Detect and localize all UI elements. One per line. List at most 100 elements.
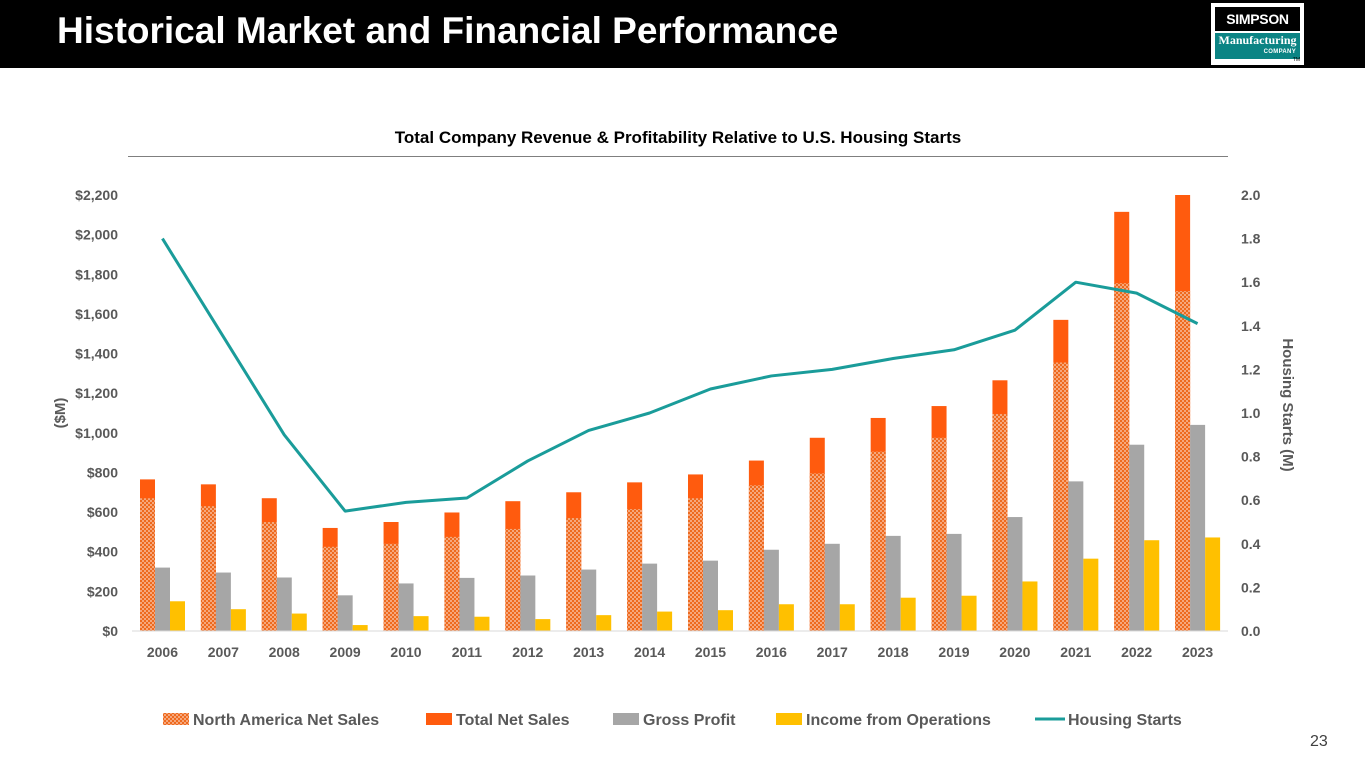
income-ops-bar — [596, 615, 612, 631]
income-ops-bar — [839, 604, 855, 631]
y2-tick-label: 0.8 — [1241, 449, 1261, 465]
y2-tick-label: 0.2 — [1241, 579, 1261, 595]
axes-layer: 2006 2007 2008 2009 2010 2011 2012 2013 2014 2015… — [52, 187, 1296, 660]
page-title: Historical Market and Financial Performa… — [57, 10, 839, 51]
title-divider — [128, 156, 1228, 157]
north-america-bar — [322, 546, 338, 631]
legend-label: Gross Profit — [643, 712, 736, 729]
y-tick-label: $2,200 — [75, 187, 118, 203]
x-tick-label: 2008 — [269, 644, 300, 660]
gross-profit-bar — [946, 533, 962, 631]
legend-label: North America Net Sales — [193, 712, 379, 729]
gross-profit-bar — [763, 549, 779, 631]
gross-profit-bar — [459, 577, 475, 631]
page-number: 23 — [1310, 733, 1328, 750]
income-ops-bar — [778, 604, 794, 631]
x-tick-label: 2006 — [147, 644, 178, 660]
income-ops-bar — [230, 609, 246, 631]
gross-profit-bar — [276, 577, 292, 631]
north-america-bar — [200, 506, 216, 631]
gross-profit-bar — [215, 572, 231, 631]
y-tick-label: $1,200 — [75, 385, 118, 401]
income-ops-bar — [1022, 581, 1038, 631]
legend-swatch — [613, 713, 639, 725]
y2-tick-label: 1.2 — [1241, 361, 1261, 377]
y2-tick-label: 1.0 — [1241, 405, 1261, 421]
gross-profit-bar — [520, 575, 536, 631]
y2-tick-label: 1.6 — [1241, 274, 1261, 290]
y2-axis-title: Housing Starts (M) — [1279, 338, 1296, 471]
income-ops-bar — [1205, 537, 1221, 631]
y-tick-label: $1,600 — [75, 306, 118, 322]
north-america-bar — [1175, 291, 1191, 631]
x-tick-label: 2018 — [878, 644, 909, 660]
y-tick-label: $800 — [87, 464, 118, 480]
legend-swatch — [426, 713, 452, 725]
chart-title: Total Company Revenue & Profitability Re… — [394, 128, 962, 147]
gross-profit-bar — [1068, 481, 1084, 631]
y2-tick-label: 1.8 — [1241, 231, 1261, 247]
gross-profit-bar — [337, 595, 353, 631]
logo-line3: COMPANY — [1263, 49, 1296, 55]
y-tick-label: $1,400 — [75, 346, 118, 362]
north-america-bar — [505, 528, 521, 631]
x-tick-label: 2021 — [1060, 644, 1091, 660]
north-america-bar — [566, 518, 582, 631]
x-tick-label: 2011 — [452, 644, 483, 660]
y-tick-label: $400 — [87, 544, 118, 560]
gross-profit-bar — [642, 563, 658, 631]
x-tick-label: 2010 — [390, 644, 421, 660]
north-america-bar — [748, 485, 764, 631]
x-tick-label: 2023 — [1182, 644, 1213, 660]
gross-profit-bar — [885, 535, 901, 631]
y-tick-label: $600 — [87, 504, 118, 520]
income-ops-bar — [170, 601, 185, 631]
bars-layer — [140, 195, 1221, 631]
income-ops-bar — [291, 613, 307, 631]
x-tick-label: 2019 — [938, 644, 969, 660]
x-tick-label: 2020 — [999, 644, 1030, 660]
north-america-bar — [140, 498, 155, 631]
north-america-bar — [383, 543, 399, 631]
gross-profit-bar — [155, 567, 170, 631]
x-tick-label: 2014 — [634, 644, 665, 660]
legend-label: Total Net Sales — [456, 712, 570, 729]
y-tick-label: $2,000 — [75, 227, 118, 243]
y-tick-label: $1,800 — [75, 266, 118, 282]
gross-profit-bar — [824, 543, 840, 631]
y-tick-label: $1,000 — [75, 425, 118, 441]
income-ops-bar — [961, 595, 977, 631]
logo-trademark: TM — [1292, 57, 1300, 63]
company-logo: SIMPSON Manufacturing COMPANY TM — [1211, 3, 1304, 65]
north-america-bar — [688, 498, 703, 631]
x-tick-label: 2007 — [208, 644, 239, 660]
y-tick-label: $200 — [87, 583, 118, 599]
x-tick-label: 2015 — [695, 644, 726, 660]
x-tick-label: 2016 — [756, 644, 787, 660]
y2-tick-label: 0.0 — [1241, 623, 1261, 639]
y2-tick-label: 0.6 — [1241, 492, 1261, 508]
x-tick-label: 2013 — [573, 644, 604, 660]
income-ops-bar — [1144, 540, 1160, 631]
legend-label: Income from Operations — [806, 712, 991, 729]
line-layer — [161, 237, 1199, 513]
income-ops-bar — [352, 625, 368, 631]
gross-profit-bar — [1007, 517, 1023, 631]
x-tick-label: 2022 — [1121, 644, 1152, 660]
north-america-bar — [1114, 283, 1130, 631]
housing-starts-line — [161, 237, 1199, 513]
north-america-bar — [444, 536, 460, 631]
north-america-bar — [992, 413, 1008, 631]
gross-profit-bar — [398, 583, 414, 631]
north-america-bar — [809, 473, 825, 631]
logo-line2-box: Manufacturing COMPANY — [1215, 33, 1300, 59]
gross-profit-bar — [703, 560, 718, 631]
north-america-bar — [261, 522, 277, 631]
gross-profit-bar — [581, 569, 597, 631]
gross-profit-bar — [1129, 444, 1145, 631]
north-america-bar — [627, 509, 643, 631]
income-ops-bar — [535, 619, 551, 631]
y-tick-label: $0 — [102, 623, 118, 639]
legend-layer: North America Net Sales Total Net Sales Gr… — [163, 712, 1182, 729]
